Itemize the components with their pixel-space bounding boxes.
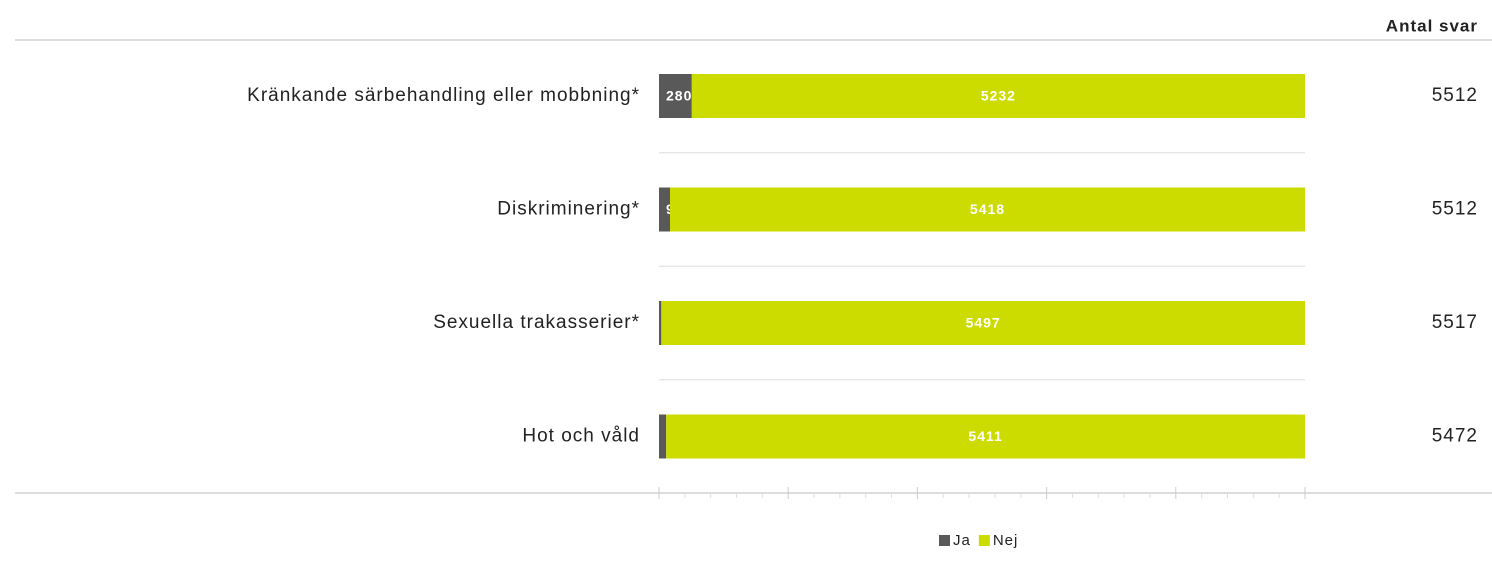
value-label: 5232 bbox=[981, 88, 1016, 104]
legend-swatch bbox=[939, 535, 950, 546]
total-label: 5512 bbox=[1432, 85, 1478, 106]
category-label: Hot och våld bbox=[522, 426, 640, 447]
category-label: Kränkande särbehandling eller mobbning* bbox=[247, 85, 640, 106]
totals-header: Antal svar bbox=[1386, 16, 1478, 35]
legend-label: Ja bbox=[953, 532, 971, 549]
category-label: Diskriminering* bbox=[497, 199, 640, 220]
bar-segment bbox=[666, 414, 1305, 459]
value-label: 5497 bbox=[966, 315, 1001, 331]
total-label: 5472 bbox=[1432, 426, 1478, 447]
bar-segment bbox=[691, 74, 1305, 118]
bar-segment bbox=[659, 301, 662, 345]
total-label: 5512 bbox=[1432, 199, 1478, 220]
total-label: 5517 bbox=[1432, 312, 1478, 333]
legend-swatch bbox=[978, 535, 990, 546]
bar-segment bbox=[659, 187, 671, 232]
value-label: 5418 bbox=[970, 201, 1005, 217]
legend-label: Nej bbox=[993, 532, 1019, 549]
bar-segment bbox=[659, 74, 692, 118]
category-label: Sexuella trakasserier* bbox=[433, 312, 640, 333]
bar-segment bbox=[661, 301, 1305, 345]
bar-segment bbox=[670, 187, 1305, 232]
value-label: 5411 bbox=[968, 428, 1002, 444]
bar-segment bbox=[659, 414, 667, 459]
value-label: 280 bbox=[666, 88, 692, 104]
